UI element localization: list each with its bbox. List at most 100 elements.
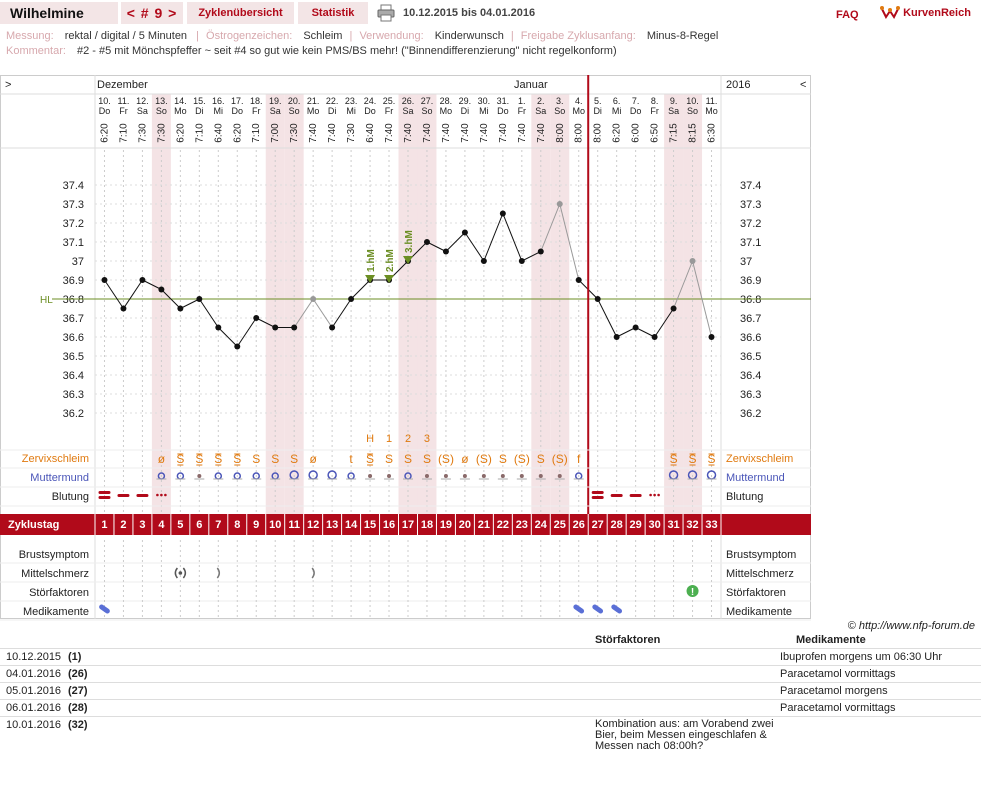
logo-text: KurvenReich xyxy=(903,7,971,19)
temp-point xyxy=(537,248,544,255)
cycle-day-number: 8 xyxy=(234,519,240,531)
cycle-overview-link[interactable]: Zyklenübersicht xyxy=(187,2,294,24)
note-date: 06.01.2016 xyxy=(6,702,62,714)
cycle-day-number: 11 xyxy=(288,519,300,531)
cycle-day-number: 7 xyxy=(215,519,221,531)
weekday-label: Do xyxy=(99,106,111,116)
y-tick-label: 36.9 xyxy=(63,275,84,287)
day-number: 20. xyxy=(288,96,301,106)
weekday-label: So xyxy=(289,106,300,116)
temp-segment xyxy=(692,260,713,338)
temp-segment xyxy=(217,327,238,347)
measure-time: 7:10 xyxy=(118,123,129,143)
print-icon[interactable] xyxy=(377,2,399,24)
y-tick-label: 36.4 xyxy=(63,370,84,382)
mittelschmerz-icon xyxy=(174,567,178,579)
day-number: 30. xyxy=(478,96,491,106)
temp-point xyxy=(708,334,715,340)
measure-time: 7:30 xyxy=(156,123,167,143)
cycle-day-number: 14 xyxy=(345,519,358,531)
medication-icon xyxy=(99,604,110,614)
measure-time: 7:10 xyxy=(194,123,205,143)
row-label-mittel: Mittelschmerz xyxy=(21,568,89,580)
temperature-chart: > Dezember Januar 2016 <10.Do6:2011.Fr7:1012… xyxy=(0,75,811,621)
temp-segment xyxy=(104,279,124,309)
disturbance-icon xyxy=(686,585,699,597)
y-tick-label-right: 36.8 xyxy=(740,294,761,306)
day-number: 7. xyxy=(632,96,640,106)
temp-point xyxy=(101,277,108,283)
temp-point xyxy=(423,239,430,245)
weekday-label: So xyxy=(156,106,167,116)
row-label-brust: Brustsymptom xyxy=(19,549,89,561)
row-label-brust-right: Brustsymptom xyxy=(726,549,796,561)
temp-point xyxy=(689,258,696,264)
temp-point xyxy=(120,305,127,312)
measure-time: 7:40 xyxy=(422,123,433,143)
year-label: 2016 xyxy=(726,79,750,91)
day-number: 23. xyxy=(345,96,358,106)
faq-link[interactable]: FAQ xyxy=(836,9,859,21)
cycle-day-number: 33 xyxy=(705,519,717,531)
cycle-nav-button[interactable]: < # 9 > xyxy=(121,2,183,24)
weekday-label: Mo xyxy=(174,106,187,116)
y-tick-label-right: 36.3 xyxy=(740,389,761,401)
row-label-stoer: Störfaktoren xyxy=(29,587,89,599)
measure-time: 8:15 xyxy=(688,123,699,143)
zervix-symbol: S xyxy=(366,452,374,466)
temp-segment xyxy=(521,251,542,262)
weekday-label: Di xyxy=(328,106,337,116)
temp-point xyxy=(310,296,317,302)
temp-segment xyxy=(161,289,181,309)
note-cycle-day: (32) xyxy=(68,719,88,731)
temp-point xyxy=(613,334,620,340)
temp-point xyxy=(518,258,525,264)
temp-point xyxy=(651,334,658,340)
y-tick-label: 36.2 xyxy=(63,408,84,420)
bleeding-medium-icon xyxy=(629,494,642,497)
kommentar-value: #2 - #5 mit Mönchspfeffer ~ seit #4 so g… xyxy=(76,45,617,57)
y-tick-label: 37 xyxy=(72,256,84,268)
temp-segment xyxy=(198,298,219,328)
nav-right-arrow: < xyxy=(800,79,806,91)
temp-point xyxy=(139,277,146,283)
freigabe-label: Freigabe Zyklusanfang: xyxy=(520,30,636,42)
zervix-symbol: S xyxy=(290,452,298,466)
temp-point xyxy=(196,296,203,302)
temp-point xyxy=(556,201,563,207)
measure-time: 7:40 xyxy=(327,123,338,143)
row-label-mittel-right: Mittelschmerz xyxy=(726,568,794,580)
temp-point xyxy=(461,229,468,236)
temp-segment xyxy=(445,232,466,252)
note-medikamente: Ibuprofen morgens um 06:30 Uhr xyxy=(780,651,943,663)
verwendung-label: Verwendung: xyxy=(359,30,424,42)
zervix-symbol: f xyxy=(577,452,581,466)
measure-time: 7:30 xyxy=(346,123,357,143)
note-row: 10.01.2016 (32) Kombination aus: am Vorabe… xyxy=(0,716,981,766)
temp-point xyxy=(158,286,165,293)
cycle-day-number: 29 xyxy=(630,519,642,531)
spotting-icon xyxy=(649,493,652,497)
weekday-label: Mi xyxy=(214,106,224,116)
zervix-symbol: (S) xyxy=(514,452,530,466)
weekday-label: Fr xyxy=(252,106,261,116)
zervix-symbol: S xyxy=(176,452,184,466)
weekday-label: Mo xyxy=(705,106,718,116)
day-number: 31. xyxy=(497,96,510,106)
temp-segment xyxy=(123,279,143,309)
kurvenreich-logo[interactable]: KurvenReich xyxy=(880,2,971,24)
measure-time: 7:40 xyxy=(460,123,471,143)
temp-segment xyxy=(180,298,200,309)
temp-segment xyxy=(502,213,523,262)
zervix-symbol: ø xyxy=(309,452,317,466)
y-tick-label-right: 37.2 xyxy=(740,218,761,230)
measure-time: 7:40 xyxy=(536,123,547,143)
statistics-link[interactable]: Statistik xyxy=(298,2,368,24)
cycle-day-number: 28 xyxy=(611,519,623,531)
day-number: 12. xyxy=(136,96,149,106)
measure-time: 6:40 xyxy=(213,123,224,143)
row-label-medi-right: Medikamente xyxy=(726,606,792,618)
copyright: © http://www.nfp-forum.de xyxy=(847,620,975,632)
note-row: 06.01.2016 (28) Paracetamol vormittags xyxy=(0,699,981,716)
muttermund-closed-icon xyxy=(368,474,373,478)
